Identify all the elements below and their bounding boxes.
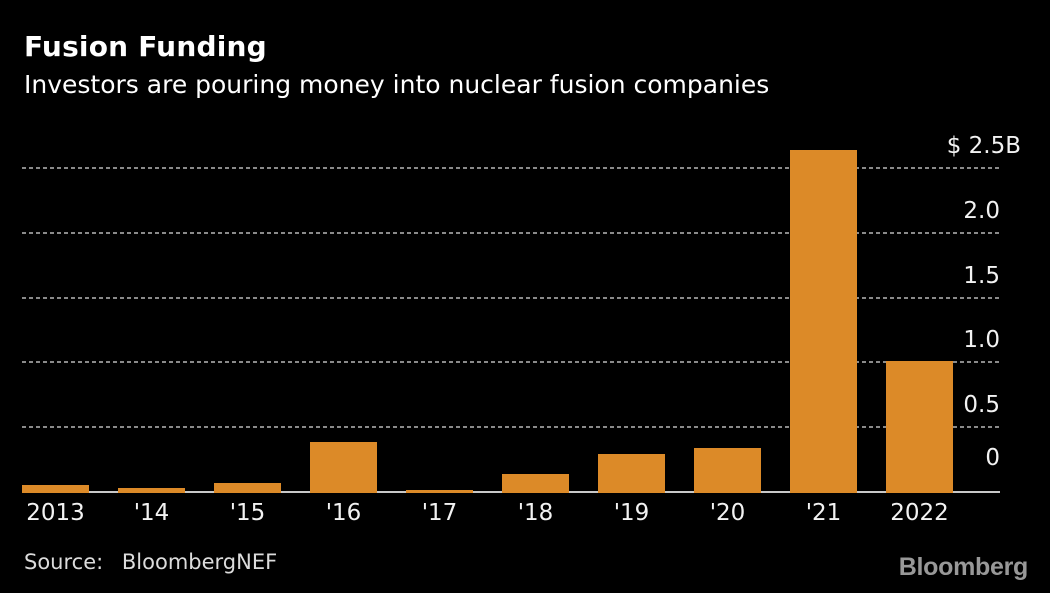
source-value: BloombergNEF [121, 550, 278, 574]
x-tick-label: '20 [709, 500, 746, 526]
x-tick-label: '18 [517, 500, 554, 526]
bar-'16 [310, 442, 377, 493]
gridline [22, 426, 1000, 429]
bar-'19 [598, 454, 665, 493]
x-tick-label: '15 [229, 500, 266, 526]
bar-'15 [214, 482, 281, 493]
chart-title: Fusion Funding [24, 30, 267, 63]
source-label: Source: [24, 550, 104, 574]
gridline [22, 361, 1000, 364]
x-tick-label: '16 [325, 500, 362, 526]
chart-subtitle: Investors are pouring money into nuclear… [24, 70, 770, 99]
x-tick-label: 2013 [26, 500, 85, 526]
bar-'17 [406, 490, 473, 493]
plot-area: 0 0.5 1.0 1.5 2.0 $ 2.5B [22, 135, 1021, 493]
gridline [22, 231, 1000, 234]
y-tick-label: 1.5 [963, 262, 1000, 289]
x-axis: 2013 '14 '15 '16 '17 '18 '19 '20 '21 2022 [22, 499, 1000, 533]
bar-2022 [886, 360, 953, 493]
gridline [22, 296, 1000, 299]
source-line: Source: BloombergNEF [24, 549, 277, 575]
x-tick-label: '21 [805, 500, 842, 526]
y-tick-label: 2.0 [963, 197, 1000, 224]
x-tick-label: '19 [613, 500, 650, 526]
x-tick-label: 2022 [890, 500, 949, 526]
bar-'21 [790, 149, 857, 493]
bloomberg-logo: Bloomberg [898, 553, 1029, 581]
bar-'20 [694, 447, 761, 493]
y-tick-label: 1.0 [963, 327, 1000, 354]
bar-'18 [502, 473, 569, 493]
bar-2013 [22, 485, 89, 493]
bar-'14 [118, 487, 185, 493]
gridline [22, 167, 1000, 169]
x-tick-label: '14 [133, 500, 170, 526]
y-tick-label: 0.5 [963, 392, 1000, 419]
x-tick-label: '17 [421, 500, 458, 526]
y-tick-label: $ 2.5B [946, 133, 1021, 159]
y-tick-label: 0 [985, 445, 1000, 471]
